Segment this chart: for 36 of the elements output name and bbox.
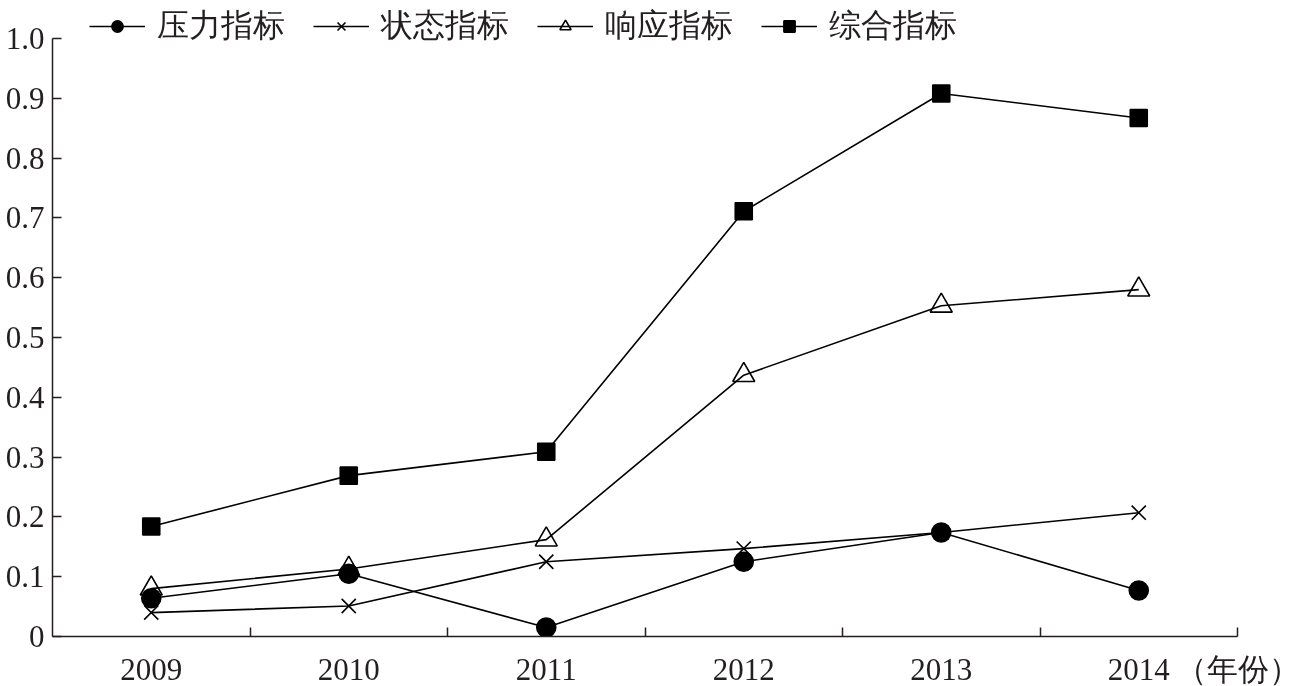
y-tick-label: 0.5 bbox=[5, 320, 45, 355]
legend-label: 响应指标 bbox=[605, 6, 733, 45]
point bbox=[931, 84, 951, 103]
y-tick-label: 0.1 bbox=[5, 559, 45, 595]
legend-label: 状态指标 bbox=[381, 6, 509, 45]
legend-label: 压力指标 bbox=[157, 6, 285, 45]
point bbox=[1129, 108, 1149, 128]
y-tick-label: 1.0 bbox=[5, 21, 45, 56]
x-tick-label: 2013 bbox=[910, 651, 973, 686]
point bbox=[143, 604, 160, 621]
x-tick-label: 2010 bbox=[317, 651, 380, 686]
point bbox=[339, 466, 359, 485]
y-tick-label: 0.2 bbox=[5, 499, 45, 535]
point bbox=[735, 540, 752, 557]
x-tick-label: 2009 bbox=[120, 651, 183, 686]
y-tick-label: 0.8 bbox=[5, 140, 45, 176]
point bbox=[340, 598, 357, 614]
y-tick-label: 0.3 bbox=[5, 439, 45, 475]
point bbox=[535, 617, 557, 637]
y-tick-label: 0 bbox=[29, 619, 45, 654]
point bbox=[536, 442, 556, 462]
point bbox=[1130, 504, 1147, 521]
y-tick-label: 0.4 bbox=[5, 379, 45, 415]
point bbox=[141, 517, 161, 536]
legend-label: 综合指标 bbox=[829, 6, 957, 45]
point bbox=[1128, 580, 1150, 601]
x-axis-title: （年份） bbox=[1175, 651, 1300, 686]
point bbox=[538, 553, 555, 570]
y-tick-label: 0.9 bbox=[5, 80, 45, 116]
y-tick-label: 0.6 bbox=[5, 260, 45, 296]
point bbox=[733, 551, 755, 573]
x-tick-label: 2011 bbox=[515, 651, 577, 686]
point bbox=[734, 202, 754, 221]
x-tick-label: 2012 bbox=[712, 651, 775, 686]
y-tick-label: 0.7 bbox=[5, 200, 45, 236]
x-tick-label: 2014 bbox=[1107, 651, 1171, 686]
